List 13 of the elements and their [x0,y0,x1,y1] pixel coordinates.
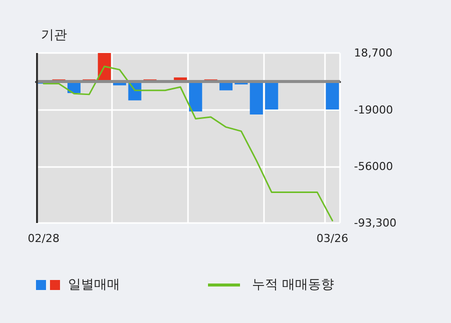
legend-label: 누적 매매동향 [252,278,334,292]
x-tick-label: 02/28 [28,232,60,245]
bar [250,81,263,114]
y-tick-label: -19000 [354,104,393,117]
y-tick-label: -56000 [354,160,393,173]
bar [326,81,339,110]
y-tick-label: 18,700 [354,46,392,60]
bar [265,81,278,110]
chart-title: 기관 [41,28,67,43]
bar [189,81,202,112]
y-tick-label: -93,300 [354,216,396,230]
x-tick-label: 03/26 [316,232,348,245]
legend-label: 일별매매 [68,278,120,292]
